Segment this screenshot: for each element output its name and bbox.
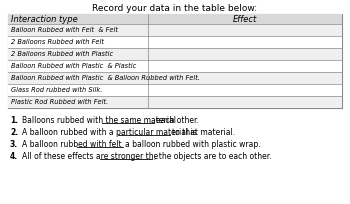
Bar (8, 24, 342, 36)
Text: Effect: Effect (233, 14, 257, 23)
Text: 2 Balloons Rubbed with Plastic: 2 Balloons Rubbed with Plastic (11, 51, 113, 57)
Bar (8, 48, 342, 60)
Text: 3.: 3. (10, 140, 18, 149)
Text: 2.: 2. (10, 128, 18, 137)
Bar (8, 96, 342, 108)
Text: A balloon rubbed with felt: A balloon rubbed with felt (22, 140, 122, 149)
Text: Interaction type: Interaction type (11, 14, 78, 23)
Text: Plastic Rod Rubbed with Felt.: Plastic Rod Rubbed with Felt. (11, 99, 108, 105)
Text: 2 Balloons Rubbed with Felt: 2 Balloons Rubbed with Felt (11, 39, 104, 45)
Bar (8, 60, 342, 72)
Text: All of these effects are stronger the: All of these effects are stronger the (22, 152, 158, 161)
Bar (8, 36, 342, 48)
Bar (8, 14, 342, 24)
Text: A balloon rubbed with a particular material is: A balloon rubbed with a particular mater… (22, 128, 197, 137)
Text: , the objects are to each other.: , the objects are to each other. (154, 152, 271, 161)
Text: a balloon rubbed with plastic wrap.: a balloon rubbed with plastic wrap. (125, 140, 261, 149)
Text: 4.: 4. (10, 152, 18, 161)
Text: each other.: each other. (156, 116, 198, 125)
Text: Balloon Rubbed with Plastic  & Balloon Rubbed with Felt.: Balloon Rubbed with Plastic & Balloon Ru… (11, 75, 200, 81)
Text: Balloons rubbed with the same material: Balloons rubbed with the same material (22, 116, 176, 125)
Bar (8, 14, 342, 108)
Text: Glass Rod rubbed with Silk.: Glass Rod rubbed with Silk. (11, 87, 102, 93)
Text: Record your data in the table below:: Record your data in the table below: (92, 4, 258, 13)
Text: 1.: 1. (10, 116, 18, 125)
Bar (8, 84, 342, 96)
Text: Balloon Rubbed with Felt  & Felt: Balloon Rubbed with Felt & Felt (11, 27, 118, 33)
Text: Balloon Rubbed with Plastic  & Plastic: Balloon Rubbed with Plastic & Plastic (11, 63, 136, 69)
Bar (8, 72, 342, 84)
Text: to that material.: to that material. (172, 128, 235, 137)
